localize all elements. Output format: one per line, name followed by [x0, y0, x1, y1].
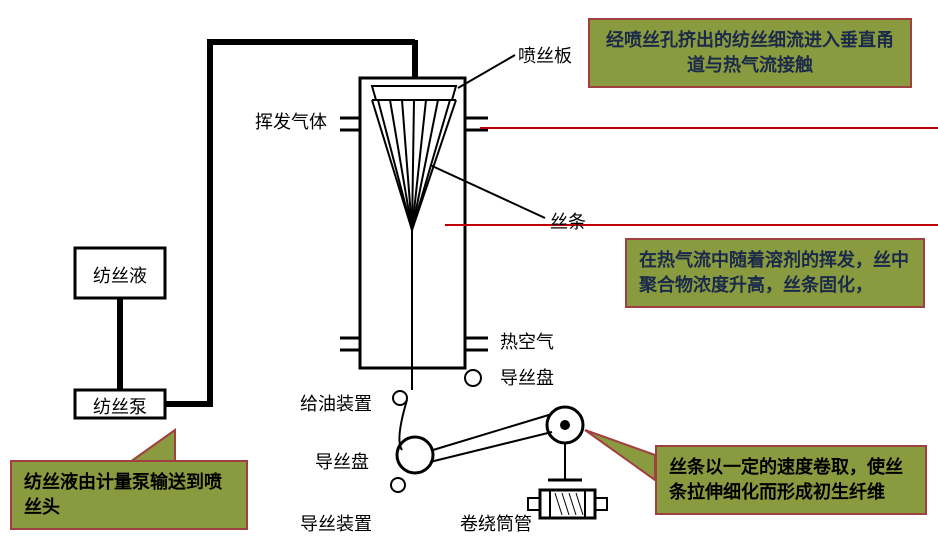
label-winding-tube: 卷绕筒管 [460, 510, 532, 536]
ptr-spinneret [458, 55, 515, 88]
oiling-device-shape [393, 391, 407, 405]
spinneret-plate-shape [372, 86, 456, 100]
winding-end-right [595, 498, 607, 510]
filament-mid-to-right [433, 414, 552, 450]
hatch4 [576, 493, 583, 515]
filament-2 [390, 100, 412, 230]
label-guide-disc-mid: 导丝盘 [315, 448, 369, 474]
label-spinning-pump: 纺丝泵 [93, 393, 147, 419]
label-guide-disc-top: 导丝盘 [500, 364, 554, 390]
ptr-filament [430, 165, 545, 218]
label-spinning-solution: 纺丝液 [93, 262, 147, 288]
label-oiling-device: 给油装置 [300, 390, 372, 416]
hatch3 [569, 493, 576, 515]
label-filament: 丝条 [550, 208, 586, 234]
callout-pointer-bl [130, 430, 175, 462]
winding-tube-body [540, 490, 595, 518]
callout-pointer-br [585, 430, 655, 480]
label-spinneret-plate: 喷丝板 [518, 42, 572, 68]
filament-mid-to-right2 [430, 432, 552, 462]
callout-mid-right: 在热气流中随着溶剂的挥发，丝中聚合物浓度升高，丝条固化， [625, 238, 925, 308]
callout-bottom-right: 丝条以一定的速度卷取，使丝条拉伸细化而形成初生纤维 [655, 445, 927, 515]
guide-device-shape [391, 478, 405, 492]
callout-bottom-left: 纺丝液由计量泵输送到喷丝头 [10, 460, 248, 530]
guide-disc-top-shape [465, 370, 481, 386]
label-guide-device: 导丝装置 [300, 510, 372, 536]
hatch2 [562, 493, 569, 515]
guide-disc-mid-wrap [397, 437, 433, 455]
label-hot-air: 热空气 [500, 328, 554, 354]
winding-end-left [528, 498, 540, 510]
callout-top-right: 经喷丝孔挤出的纺丝细流进入垂直甬道与热气流接触 [588, 18, 912, 88]
right-disc-center [560, 420, 570, 430]
label-volatile-gas: 挥发气体 [255, 108, 327, 134]
hatch1 [555, 493, 562, 515]
